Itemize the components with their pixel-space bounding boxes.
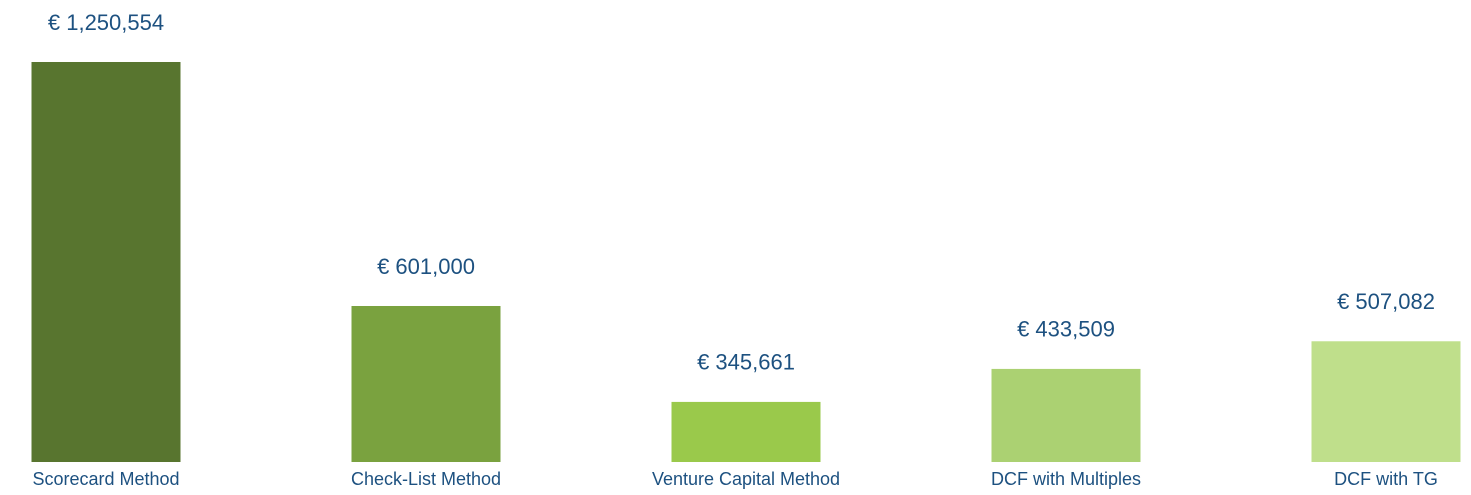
bar (1311, 341, 1461, 462)
value-label: € 433,509 (1017, 317, 1115, 342)
value-label: € 345,661 (697, 350, 795, 375)
bar (31, 62, 181, 462)
bar (351, 305, 501, 462)
value-label: € 601,000 (377, 254, 475, 279)
bar (991, 368, 1141, 462)
value-label: € 1,250,554 (48, 10, 164, 35)
x-tick-label: Check-List Method (351, 469, 501, 489)
x-tick-label: DCF with Multiples (991, 469, 1141, 489)
x-tick-label: Scorecard Method (32, 469, 179, 489)
x-tick-label: Venture Capital Method (652, 469, 840, 489)
value-label: € 507,082 (1337, 289, 1435, 314)
bar (671, 401, 821, 462)
x-tick-label: DCF with TG (1334, 469, 1438, 489)
